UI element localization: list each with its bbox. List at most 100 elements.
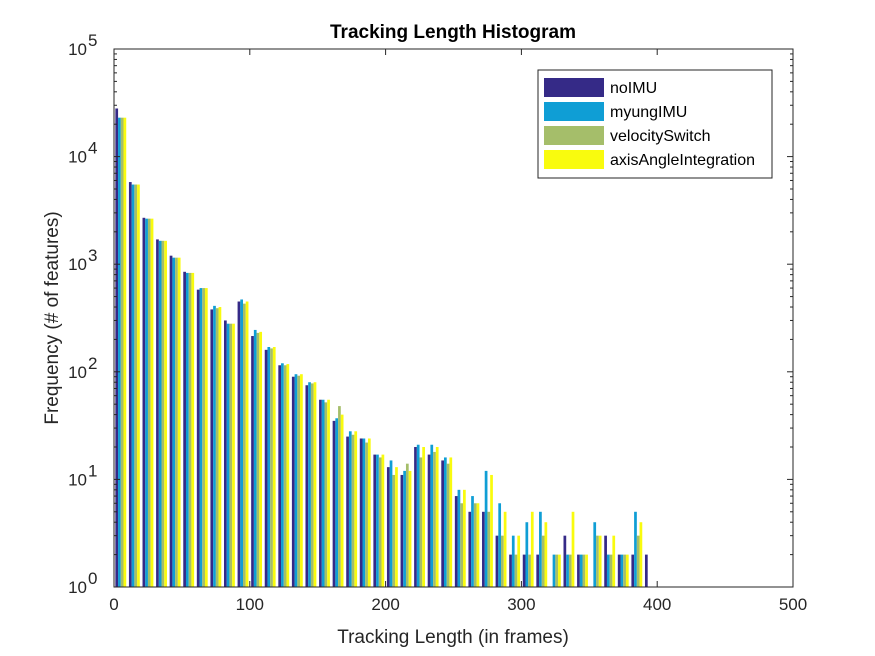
bar-axisAngleIntegration-3 xyxy=(164,240,167,588)
bar-velocitySwitch-10 xyxy=(256,332,260,587)
bar-axisAngleIntegration-23 xyxy=(435,447,439,587)
x-tick-label: 100 xyxy=(236,595,264,614)
bar-noIMU-8 xyxy=(224,320,227,587)
bar-noIMU-20 xyxy=(386,467,390,587)
bar-axisAngleIntegration-12 xyxy=(286,364,290,587)
bar-myungIMU-17 xyxy=(348,431,352,587)
legend-swatch-axisAngleIntegration xyxy=(544,150,604,169)
bar-axisAngleIntegration-38 xyxy=(639,522,643,587)
bar-axisAngleIntegration-19 xyxy=(381,454,385,587)
bar-velocitySwitch-18 xyxy=(365,442,368,587)
bar-myungIMU-9 xyxy=(240,299,244,587)
bar-myungIMU-10 xyxy=(253,329,257,587)
bar-axisAngleIntegration-9 xyxy=(245,301,249,587)
legend-swatch-noIMU xyxy=(544,78,604,97)
bar-velocitySwitch-7 xyxy=(215,308,219,587)
bar-myungIMU-29 xyxy=(511,535,515,587)
bar-myungIMU-15 xyxy=(321,399,325,587)
y-tick-label-exponent: 5 xyxy=(88,31,97,50)
bar-noIMU-2 xyxy=(142,217,146,588)
bar-velocitySwitch-15 xyxy=(324,402,328,587)
legend-swatch-velocitySwitch xyxy=(544,126,604,145)
bar-noIMU-19 xyxy=(373,454,377,587)
bar-myungIMU-35 xyxy=(593,522,597,587)
legend-label-noIMU: noIMU xyxy=(610,80,657,97)
bar-myungIMU-12 xyxy=(281,363,284,587)
bar-velocitySwitch-23 xyxy=(433,451,436,587)
bar-myungIMU-21 xyxy=(403,470,406,587)
y-axis-label: Frequency (# of features) xyxy=(42,211,63,424)
bar-noIMU-26 xyxy=(468,511,472,587)
y-tick-label-exponent: 1 xyxy=(88,461,97,480)
bar-noIMU-31 xyxy=(536,554,540,587)
bar-axisAngleIntegration-5 xyxy=(191,272,195,587)
bar-noIMU-37 xyxy=(617,554,621,587)
bar-noIMU-21 xyxy=(400,474,404,587)
bar-axisAngleIntegration-1 xyxy=(137,184,140,588)
bar-velocitySwitch-13 xyxy=(297,375,301,587)
x-axis-label: Tracking Length (in frames) xyxy=(337,627,569,648)
bar-velocitySwitch-8 xyxy=(229,323,233,587)
y-tick-label: 10 xyxy=(68,255,87,274)
bar-myungIMU-2 xyxy=(145,218,148,587)
bar-myungIMU-37 xyxy=(620,554,624,587)
bar-myungIMU-36 xyxy=(606,554,610,587)
bar-noIMU-22 xyxy=(414,447,417,587)
bar-noIMU-13 xyxy=(291,376,295,587)
bar-myungIMU-4 xyxy=(172,257,176,587)
bars-group xyxy=(115,108,648,588)
bar-noIMU-36 xyxy=(604,535,607,587)
bar-axisAngleIntegration-0 xyxy=(123,117,127,588)
bar-velocitySwitch-25 xyxy=(460,503,464,587)
bar-axisAngleIntegration-17 xyxy=(354,431,358,587)
plot-frame xyxy=(113,48,794,588)
bar-axisAngleIntegration-27 xyxy=(490,474,493,587)
bar-myungIMU-28 xyxy=(498,503,502,587)
bar-noIMU-10 xyxy=(251,336,254,587)
bar-velocitySwitch-24 xyxy=(446,463,450,587)
bar-myungIMU-11 xyxy=(267,347,271,587)
bar-noIMU-14 xyxy=(305,385,309,587)
bar-noIMU-16 xyxy=(332,420,336,587)
bar-axisAngleIntegration-2 xyxy=(150,218,154,587)
bar-noIMU-39 xyxy=(644,554,648,587)
bar-noIMU-12 xyxy=(278,365,282,587)
legend-swatch-myungIMU xyxy=(544,102,604,121)
bar-velocitySwitch-27 xyxy=(487,511,491,587)
bar-velocitySwitch-36 xyxy=(609,554,613,587)
bar-myungIMU-20 xyxy=(389,460,393,587)
bar-axisAngleIntegration-22 xyxy=(422,447,425,587)
bar-myungIMU-25 xyxy=(457,489,461,587)
bar-axisAngleIntegration-16 xyxy=(340,414,344,587)
bar-axisAngleIntegration-13 xyxy=(300,374,303,587)
bar-noIMU-30 xyxy=(522,554,526,587)
bar-myungIMU-33 xyxy=(566,554,569,587)
bar-velocitySwitch-34 xyxy=(582,554,586,587)
bar-axisAngleIntegration-6 xyxy=(204,288,208,587)
bar-myungIMU-14 xyxy=(308,382,311,587)
bar-myungIMU-1 xyxy=(131,184,135,588)
bar-myungIMU-8 xyxy=(226,323,230,587)
bar-velocitySwitch-3 xyxy=(161,240,165,588)
bar-axisAngleIntegration-34 xyxy=(585,554,588,587)
bar-noIMU-1 xyxy=(128,182,132,587)
y-tick-label: 10 xyxy=(68,363,87,382)
bar-velocitySwitch-16 xyxy=(338,406,341,587)
bar-noIMU-3 xyxy=(156,239,159,587)
bar-axisAngleIntegration-21 xyxy=(408,470,412,587)
bar-myungIMU-16 xyxy=(335,418,339,587)
bar-noIMU-4 xyxy=(169,255,173,587)
bar-noIMU-29 xyxy=(509,554,512,587)
bar-velocitySwitch-31 xyxy=(541,535,545,587)
bar-velocitySwitch-17 xyxy=(351,434,355,587)
bar-myungIMU-24 xyxy=(443,457,447,587)
bar-axisAngleIntegration-30 xyxy=(530,511,534,587)
bar-velocitySwitch-38 xyxy=(636,535,640,587)
bar-noIMU-5 xyxy=(183,271,186,587)
bar-axisAngleIntegration-35 xyxy=(598,535,602,587)
bar-myungIMU-5 xyxy=(185,272,189,587)
bar-myungIMU-3 xyxy=(158,240,162,588)
bar-myungIMU-26 xyxy=(471,496,474,587)
bar-velocitySwitch-9 xyxy=(243,303,246,587)
